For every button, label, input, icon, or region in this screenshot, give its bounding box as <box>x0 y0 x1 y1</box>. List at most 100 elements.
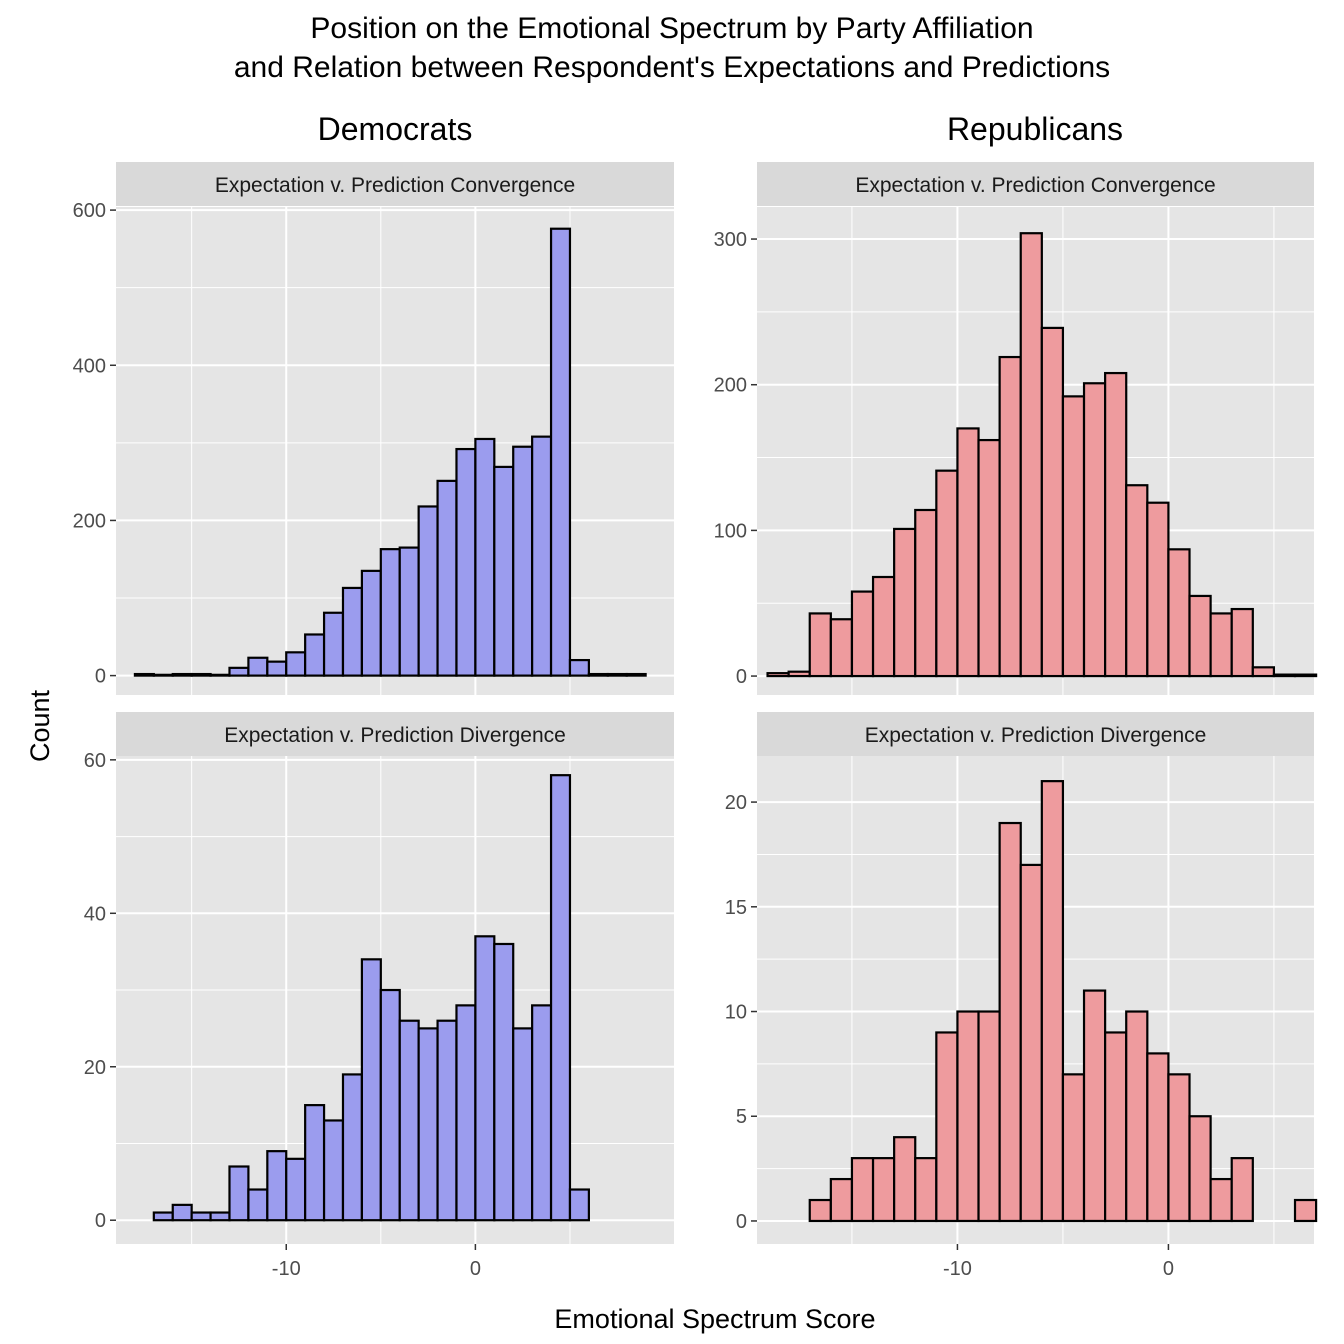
histogram-bar <box>568 1188 590 1222</box>
histogram-bar <box>152 673 174 677</box>
histogram-bar <box>285 651 307 677</box>
histogram-bar <box>190 1211 212 1222</box>
histogram-bar <box>977 438 1001 678</box>
histogram-bar <box>977 1010 1001 1223</box>
y-tick-label: 60 <box>84 750 106 772</box>
histogram-bar <box>493 465 515 677</box>
histogram-bar <box>285 1157 307 1222</box>
histogram-bar <box>322 1119 345 1222</box>
histogram-bar <box>893 527 917 678</box>
histogram-bar <box>568 658 590 677</box>
histogram-bar <box>493 942 515 1222</box>
y-tick-label: 40 <box>84 903 106 925</box>
column-title-republicans: Republicans <box>947 111 1123 147</box>
x-axis-title: Emotional Spectrum Score <box>554 1304 875 1334</box>
histogram-bar <box>512 445 534 677</box>
histogram-bar <box>341 1073 363 1222</box>
histogram-bar <box>1230 1157 1254 1223</box>
histogram-bar <box>1167 548 1191 678</box>
histogram-bar <box>808 1198 832 1223</box>
histogram-bar <box>893 1136 917 1223</box>
histogram-bar <box>1040 326 1065 678</box>
histogram-bar <box>1019 232 1043 678</box>
chart-title-line2: and Relation between Respondent's Expect… <box>234 51 1110 84</box>
y-tick-label: 100 <box>714 520 747 542</box>
histogram-bar <box>1209 1177 1233 1223</box>
histogram-bar <box>1061 1073 1086 1223</box>
histogram-bar <box>436 479 458 677</box>
histogram-bar <box>171 1203 193 1222</box>
column-title-democrats: Democrats <box>318 111 473 147</box>
histogram-bar <box>304 633 326 677</box>
histogram-bar <box>531 435 553 677</box>
histogram-bar <box>1293 673 1318 678</box>
histogram-bar <box>209 673 231 677</box>
histogram-bar <box>808 612 832 678</box>
y-tick-label: 600 <box>73 200 106 222</box>
y-tick-label: 5 <box>736 1106 747 1128</box>
histogram-bar <box>1146 1052 1170 1223</box>
histogram-bar <box>935 1031 959 1223</box>
histogram-bar <box>247 656 269 677</box>
histogram-bar <box>829 1177 854 1223</box>
histogram-bar <box>474 935 496 1222</box>
y-tick-label: 15 <box>725 897 747 919</box>
histogram-bar <box>1188 1115 1212 1223</box>
histogram-bar <box>379 548 401 677</box>
histogram-bar <box>850 590 875 678</box>
histogram-bar <box>549 774 572 1222</box>
histogram-bar <box>322 611 345 677</box>
x-tick-label: -10 <box>272 1258 301 1280</box>
histogram-bar <box>956 1010 980 1223</box>
histogram-bar <box>1251 666 1276 678</box>
facet-strip-label: Expectation v. Prediction Convergence <box>215 174 575 197</box>
histogram-bar <box>228 1165 250 1222</box>
histogram-bar <box>871 575 896 678</box>
histogram-bar <box>398 1019 420 1222</box>
histogram-bar <box>1040 780 1065 1223</box>
histogram-bar <box>190 672 212 677</box>
histogram-bar <box>531 1004 553 1222</box>
histogram-bar <box>1061 395 1086 678</box>
chart-title-line1: Position on the Emotional Spectrum by Pa… <box>310 12 1033 45</box>
y-tick-label: 20 <box>725 792 747 814</box>
y-tick-label: 200 <box>714 375 747 397</box>
histogram-bar <box>1104 1031 1128 1223</box>
histogram-bar <box>209 1211 231 1222</box>
histogram-bar <box>455 1004 477 1222</box>
y-tick-label: 10 <box>725 1002 747 1024</box>
histogram-bar <box>914 1157 938 1223</box>
histogram-bar <box>398 546 420 677</box>
panels-group: Expectation v. Prediction Convergence 0 20… <box>73 162 1318 1280</box>
y-tick-label: 200 <box>73 510 106 532</box>
x-tick-label: 0 <box>470 1258 481 1280</box>
histogram-bar <box>998 355 1022 678</box>
y-tick-label: 0 <box>95 666 106 688</box>
histogram-bar <box>455 447 477 677</box>
histogram-bar <box>417 1027 439 1222</box>
y-tick-label: 300 <box>714 229 747 251</box>
histogram-bar <box>549 227 572 677</box>
histogram-bar <box>787 670 811 678</box>
facet-strip <box>116 162 674 206</box>
histogram-bar <box>341 586 363 677</box>
y-tick-label: 400 <box>73 355 106 377</box>
facet-strip <box>116 712 674 756</box>
y-tick-label: 20 <box>84 1057 106 1079</box>
y-tick-label: 0 <box>736 666 747 688</box>
y-tick-label: 0 <box>736 1211 747 1233</box>
histogram-bar <box>935 469 959 678</box>
facet-panel: Expectation v. Prediction Convergence 0 10… <box>714 162 1318 695</box>
x-tick-label: 0 <box>1163 1258 1174 1280</box>
histogram-bar <box>152 1211 174 1222</box>
histogram-bar <box>133 672 155 677</box>
facet-panel: Expectation v. Prediction Divergence 0 20 4… <box>84 712 674 1280</box>
histogram-bar <box>247 1188 269 1222</box>
histogram-bar <box>512 1027 534 1222</box>
histogram-bar <box>1104 371 1128 678</box>
facet-panel: Expectation v. Prediction Convergence 0 20… <box>73 162 674 695</box>
histogram-bar <box>360 569 382 677</box>
histogram-bar <box>1019 863 1043 1223</box>
histogram-bar <box>1230 607 1254 678</box>
